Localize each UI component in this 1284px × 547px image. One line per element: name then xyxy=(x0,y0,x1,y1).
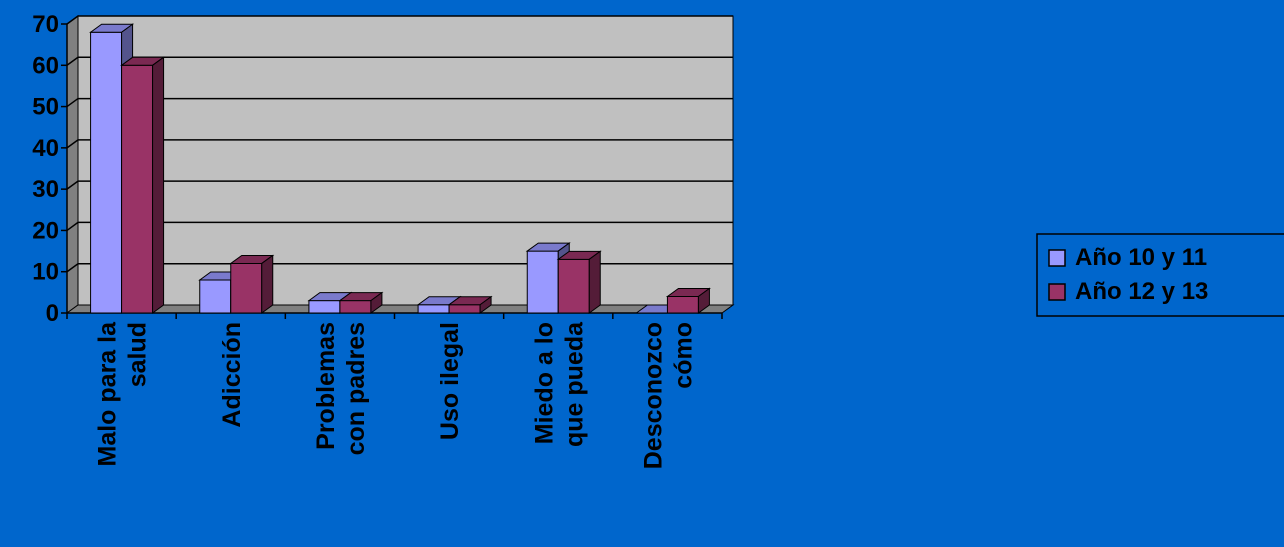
bar-side xyxy=(152,56,165,314)
gridline xyxy=(66,56,733,66)
y-tick-label: 0 xyxy=(46,300,59,327)
y-tick-label: 30 xyxy=(32,176,59,203)
category-label: Problemascon padres xyxy=(312,322,370,455)
gridline xyxy=(66,97,733,108)
y-tick-label: 70 xyxy=(32,11,59,38)
gridline xyxy=(66,139,733,149)
category-label: Miedo a loque pueda xyxy=(530,321,588,447)
legend-swatch xyxy=(1048,249,1066,267)
y-tick-label: 40 xyxy=(32,135,59,162)
category-label-line: Miedo a lo xyxy=(530,322,558,444)
category-labels: Malo para lasalud Adicción Problemascon pa… xyxy=(94,321,698,469)
y-tick-label: 20 xyxy=(32,217,59,244)
category-label-line: cómo xyxy=(669,322,697,389)
plot-area xyxy=(65,15,735,314)
y-tick-label: 50 xyxy=(32,94,59,121)
gridline xyxy=(66,221,733,232)
y-tick-label: 60 xyxy=(32,52,59,79)
bar-front xyxy=(230,262,263,314)
bar-front xyxy=(526,250,559,314)
legend: Año 10 y 11 Año 12 y 13 xyxy=(1036,233,1284,317)
bar-front xyxy=(448,304,481,314)
bar-side xyxy=(479,295,492,314)
back-wall xyxy=(77,15,734,306)
bar-front xyxy=(339,300,372,314)
bar-front xyxy=(557,258,590,314)
bar-side xyxy=(261,254,274,314)
gridline xyxy=(66,262,733,273)
bar-front xyxy=(308,300,341,314)
category-label: Malo para lasalud xyxy=(94,321,152,467)
category-label-line: Adicción xyxy=(218,322,246,428)
bar-front xyxy=(121,64,154,314)
bar xyxy=(120,56,166,314)
y-tick-label: 10 xyxy=(32,259,59,286)
bar xyxy=(229,254,275,314)
legend-label: Año 12 y 13 xyxy=(1075,278,1208,305)
bar-side xyxy=(370,291,383,314)
bar-side xyxy=(588,250,601,314)
category-label-line: con padres xyxy=(342,322,370,455)
bars xyxy=(89,23,711,314)
bar xyxy=(665,287,711,314)
gridlines xyxy=(66,15,733,273)
category-label-line: Malo para la xyxy=(94,321,122,467)
category-label: Desconozcocómo xyxy=(639,322,697,469)
x-axis xyxy=(66,312,723,319)
gridline xyxy=(66,15,733,25)
category-label-line: Desconozco xyxy=(639,322,667,469)
floor xyxy=(65,304,735,314)
category-label-line: que pueda xyxy=(560,321,588,447)
bar-front xyxy=(90,31,123,314)
bar-front xyxy=(666,295,699,314)
bar xyxy=(556,250,602,314)
category-label: Uso ilegal xyxy=(436,322,464,440)
category-label-line: salud xyxy=(124,322,152,387)
category-label: Adicción xyxy=(218,322,246,428)
category-label-line: Problemas xyxy=(312,322,340,450)
bar xyxy=(447,295,493,314)
category-label-line: Uso ilegal xyxy=(436,322,464,440)
bar-front xyxy=(417,304,450,314)
gridline xyxy=(66,180,733,190)
legend-label: Año 10 y 11 xyxy=(1075,244,1207,271)
legend-box xyxy=(1036,233,1284,317)
y-axis: 0 10 20 30 40 50 60 70 xyxy=(32,11,68,327)
legend-swatch xyxy=(1048,283,1066,301)
bar-front xyxy=(199,279,232,314)
bar xyxy=(338,291,384,314)
bar-side xyxy=(697,287,710,314)
